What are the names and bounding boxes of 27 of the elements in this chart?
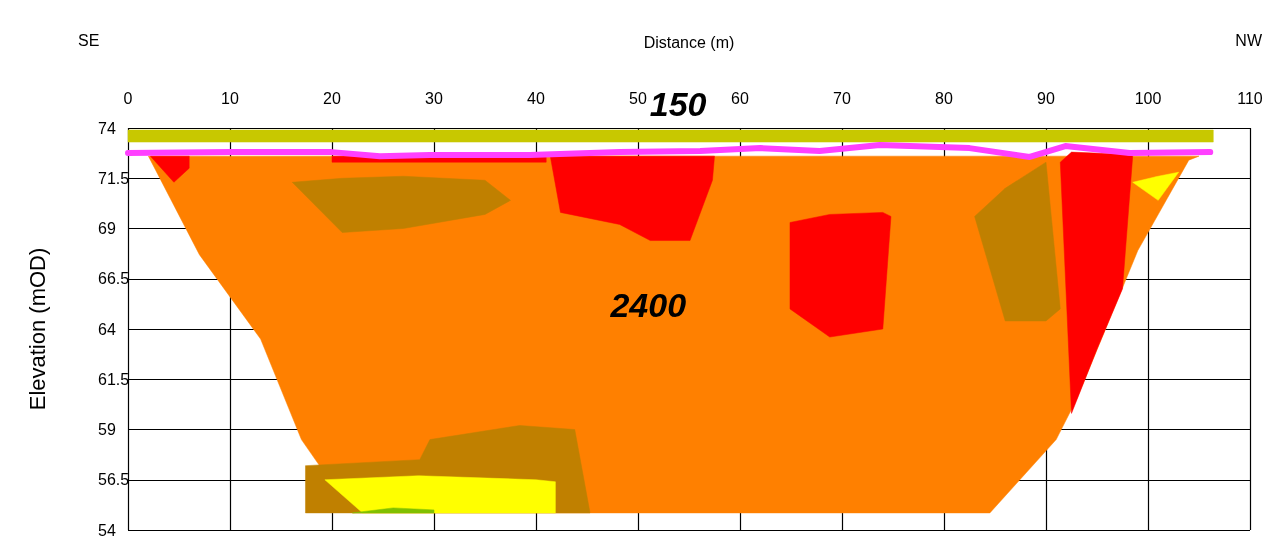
x-tick-label: 70 <box>833 89 851 107</box>
x-tick-label: 10 <box>221 89 239 107</box>
x-tick-label: 30 <box>425 89 443 107</box>
y-axis-title: Elevation (mOD) <box>24 247 50 411</box>
y-tick-label: 59 <box>98 421 116 438</box>
x-tick-label: 50 <box>629 89 647 107</box>
y-tick-label: 66.5 <box>98 270 130 288</box>
y-tick-label: 69 <box>98 220 116 237</box>
x-axis-title: Distance (m) <box>643 33 735 51</box>
x-tick-label: 90 <box>1037 89 1055 107</box>
x-tick-label: 60 <box>731 89 749 107</box>
y-tick-label: 56.5 <box>98 471 130 489</box>
x-tick-label: 20 <box>323 89 341 107</box>
text: NW <box>1235 31 1263 49</box>
x-tick-label: 100 <box>1134 89 1162 107</box>
y-tick-label: 71.5 <box>98 169 130 187</box>
annotation: 2400 <box>609 285 687 324</box>
x-tick-label: 110 <box>1237 89 1263 107</box>
y-tick-label: 61.5 <box>98 370 130 388</box>
y-tick-label: 64 <box>98 320 116 338</box>
x-tick-label: 40 <box>527 89 545 107</box>
text: 150 <box>649 84 707 123</box>
y-tick-label: 74 <box>98 119 116 137</box>
x-tick-label: 80 <box>935 89 953 107</box>
x-tick-label: 0 <box>123 89 133 107</box>
text: SE <box>78 31 100 49</box>
y-tick-label: 54 <box>98 521 116 539</box>
